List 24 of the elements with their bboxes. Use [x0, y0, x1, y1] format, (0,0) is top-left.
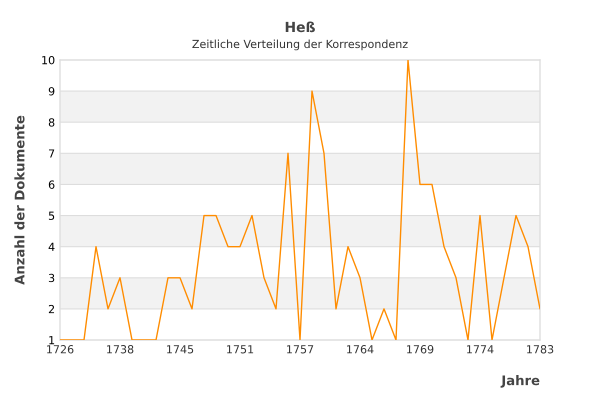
- x-axis-title: Jahre: [500, 375, 540, 388]
- x-tick-label: 1783: [527, 345, 554, 354]
- x-tick-label: 1745: [167, 345, 194, 354]
- x-tick-label: 1757: [287, 345, 314, 354]
- x-tick-label: 1726: [47, 345, 74, 354]
- x-tick-label: 1751: [227, 345, 254, 354]
- y-tick-label: 3: [48, 274, 54, 282]
- x-tick-label: 1764: [347, 345, 374, 354]
- y-tick-label: 5: [48, 212, 54, 220]
- y-tick-label: 6: [48, 180, 54, 189]
- chart-subtitle: Zeitliche Verteilung der Korrespondenz: [192, 40, 408, 50]
- y-tick-label: 1: [49, 336, 54, 344]
- line-series: [60, 60, 540, 340]
- y-tick-label: 9: [48, 87, 54, 96]
- x-tick-label: 1774: [467, 345, 494, 354]
- y-tick-label: 8: [48, 118, 54, 127]
- y-tick-label: 10: [42, 56, 54, 64]
- x-tick-label: 1738: [107, 345, 134, 354]
- chart-title: Heß: [286, 21, 315, 32]
- y-axis-title: Anzahl der Dokumente: [14, 116, 25, 285]
- y-tick-label: 4: [48, 242, 55, 251]
- y-tick-label: 2: [48, 304, 54, 314]
- x-tick-label: 1769: [407, 345, 434, 354]
- y-tick-label: 7: [48, 149, 54, 158]
